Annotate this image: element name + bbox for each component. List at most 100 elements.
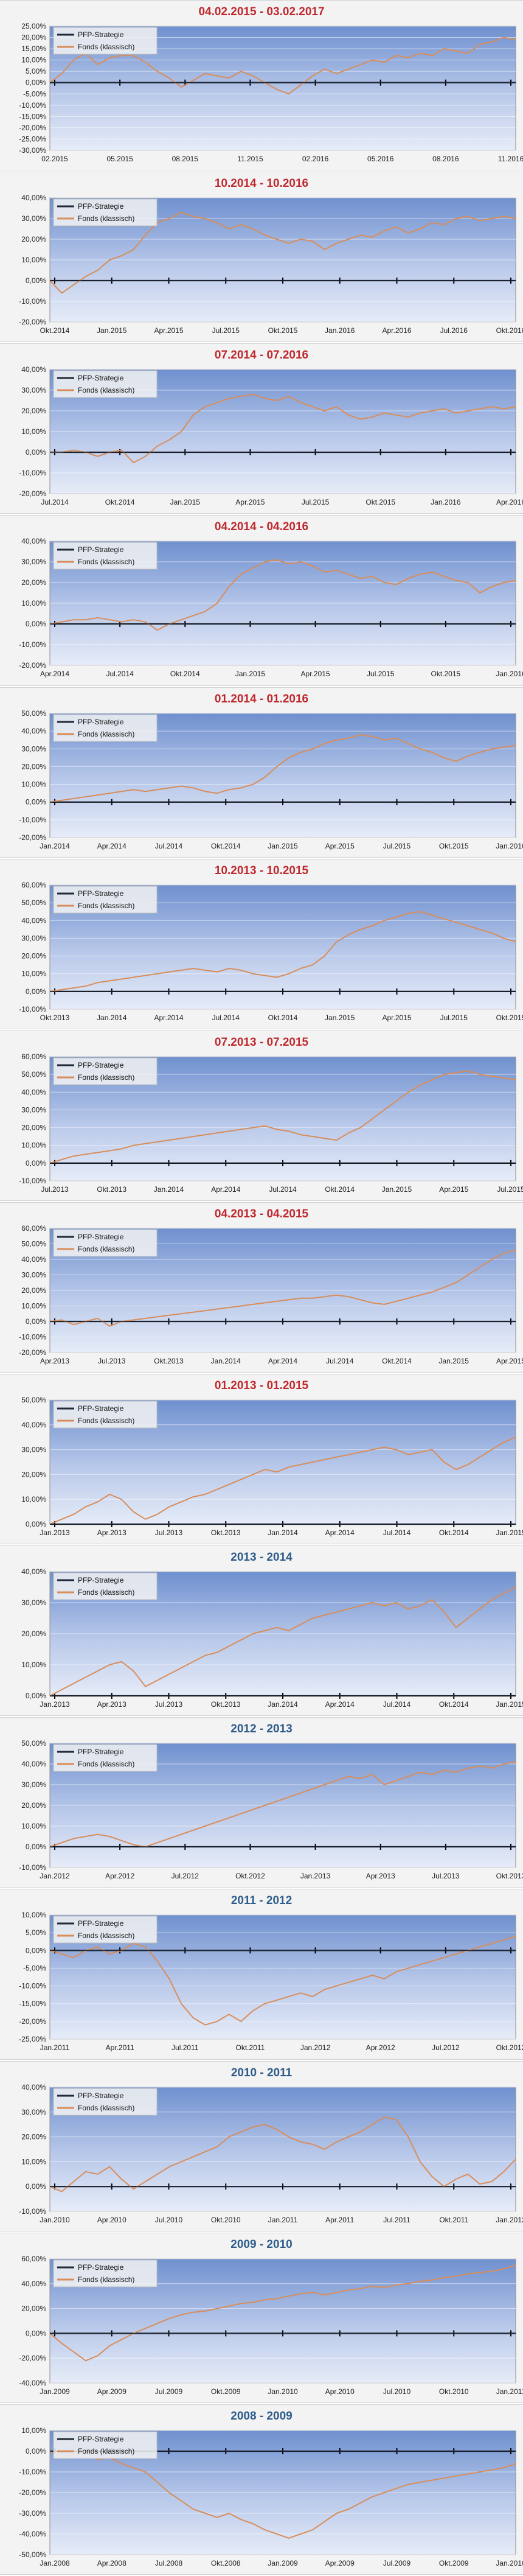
legend-box bbox=[53, 2088, 158, 2116]
series-line-fonds bbox=[49, 1586, 516, 1697]
y-tick-label: -10,00% bbox=[19, 2468, 46, 2476]
legend-box bbox=[53, 370, 158, 398]
x-tick-label: Okt.2015 bbox=[431, 670, 461, 678]
x-tick-label: Apr.2014 bbox=[154, 1013, 183, 1022]
y-tick-label: -20,00% bbox=[19, 2354, 46, 2362]
x-tick-label: Jan.2011 bbox=[496, 2387, 523, 2396]
x-tick-label: Okt.2012 bbox=[496, 2043, 523, 2052]
x-tick-label: Apr.2014 bbox=[325, 1700, 355, 1709]
x-tick-label: Okt.2013 bbox=[154, 1357, 184, 1365]
y-tick-label: 5,00% bbox=[26, 1929, 46, 1937]
x-tick-label: Okt.2010 bbox=[439, 2387, 469, 2396]
legend-pfp-label: PFP-Strategie bbox=[78, 30, 124, 39]
x-tick-label: Apr.2015 bbox=[382, 1013, 411, 1022]
chart-svg: 07.2014 - 07.2016 40,00% 30,00% 20,00% 10,00… bbox=[19, 349, 523, 506]
x-tick-label: Apr.2013 bbox=[366, 1872, 395, 1880]
y-tick-label: 50,00% bbox=[21, 709, 46, 718]
x-tick-label: Okt.2014 bbox=[105, 498, 135, 506]
y-tick-label: 30,00% bbox=[21, 744, 46, 753]
chart-title: 04.02.2015 - 03.02.2017 bbox=[198, 5, 324, 18]
x-tick-label: Apr.2008 bbox=[97, 2559, 126, 2567]
x-tick-label: Okt.2013 bbox=[211, 1700, 241, 1709]
legend-fonds-label: Fonds (klassisch) bbox=[78, 1245, 134, 1253]
chart-svg: 04.2013 - 04.2015 60,00% 50,00% 40,00% 30,00… bbox=[19, 1208, 523, 1365]
y-tick-label: 0,00% bbox=[26, 2329, 46, 2337]
x-tick-label: Jan.2016 bbox=[325, 326, 355, 335]
y-tick-label: -20,00% bbox=[19, 489, 46, 498]
x-tick-label: Apr.2014 bbox=[268, 1357, 297, 1365]
legend-fonds-label: Fonds (klassisch) bbox=[78, 730, 134, 738]
y-tick-label: 40,00% bbox=[21, 727, 46, 735]
chart-title: 2010 - 2011 bbox=[231, 2067, 293, 2079]
x-tick-label: Jul.2013 bbox=[98, 1357, 126, 1365]
y-tick-label: -50,00% bbox=[19, 2550, 46, 2559]
y-tick-label: -15,00% bbox=[19, 112, 46, 121]
y-tick-label: 30,00% bbox=[21, 386, 46, 394]
y-tick-label: 30,00% bbox=[21, 1598, 46, 1607]
x-tick-label: Jan.2013 bbox=[40, 1700, 70, 1709]
x-tick-label: Okt.2014 bbox=[170, 670, 200, 678]
x-tick-label: Jul.2014 bbox=[326, 1357, 354, 1365]
chart-svg: 10.2014 - 10.2016 40,00% 30,00% 20,00% 10,00… bbox=[19, 177, 523, 335]
legend-fonds-label: Fonds (klassisch) bbox=[78, 386, 134, 394]
x-tick-label: Okt.2011 bbox=[439, 2216, 468, 2224]
y-tick-label: 10,00% bbox=[21, 599, 46, 607]
x-tick-label: Apr.2015 bbox=[301, 670, 330, 678]
x-tick-label: Jan.2014 bbox=[40, 842, 70, 850]
y-tick-label: -10,00% bbox=[19, 469, 46, 477]
y-tick-label: 10,00% bbox=[21, 969, 46, 978]
chart-svg: 04.02.2015 - 03.02.2017 25,00% 20,00% 15,00… bbox=[19, 5, 523, 163]
y-tick-label: 50,00% bbox=[21, 898, 46, 907]
y-tick-label: 20,00% bbox=[21, 1470, 46, 1479]
y-tick-label: -30,00% bbox=[19, 146, 46, 155]
x-tick-label: Apr.2013 bbox=[97, 1528, 126, 1537]
x-tick-label: Apr.2015 bbox=[325, 842, 355, 850]
x-tick-label: Jan.2012 bbox=[496, 2216, 523, 2224]
chart-card: 07.2013 - 07.2015 60,00% 50,00% 40,00% 30,00… bbox=[0, 1030, 523, 1201]
legend-box bbox=[53, 198, 158, 226]
chart-title: 04.2014 - 04.2016 bbox=[215, 520, 308, 533]
y-tick-label: -10,00% bbox=[19, 1177, 46, 1185]
x-tick-label: Jan.2015 bbox=[325, 1013, 355, 1022]
legend-fonds-label: Fonds (klassisch) bbox=[78, 1588, 134, 1597]
legend-fonds-label: Fonds (klassisch) bbox=[78, 2104, 134, 2112]
y-tick-label: 0,00% bbox=[26, 1520, 46, 1528]
x-tick-label: Apr.2011 bbox=[325, 2216, 354, 2224]
y-tick-label: 0,00% bbox=[26, 276, 46, 285]
y-tick-label: 20,00% bbox=[21, 762, 46, 771]
x-tick-label: Jan.2015 bbox=[382, 1185, 412, 1194]
x-tick-label: Jan.2014 bbox=[97, 1013, 127, 1022]
x-tick-label: Jul.2010 bbox=[155, 2216, 183, 2224]
series-line-fonds bbox=[49, 1249, 516, 1327]
x-tick-label: Okt.2010 bbox=[211, 2216, 241, 2224]
legend-fonds-label: Fonds (klassisch) bbox=[78, 1931, 134, 1940]
x-tick-label: Jan.2008 bbox=[40, 2559, 70, 2567]
x-tick-label: Jan.2015 bbox=[170, 498, 201, 506]
y-tick-label: 30,00% bbox=[21, 1105, 46, 1114]
legend-fonds-label: Fonds (klassisch) bbox=[78, 1760, 134, 1768]
x-tick-label: Apr.2014 bbox=[40, 670, 69, 678]
y-tick-label: 0,00% bbox=[26, 1947, 46, 1955]
x-tick-label: Jul.2015 bbox=[212, 326, 240, 335]
chart-title: 2011 - 2012 bbox=[231, 1894, 292, 1907]
x-tick-label: Jan.2011 bbox=[40, 2043, 70, 2052]
legend-pfp-label: PFP-Strategie bbox=[78, 1919, 124, 1928]
legend-box bbox=[53, 1229, 158, 1257]
y-tick-label: 20,00% bbox=[21, 407, 46, 415]
y-tick-label: 10,00% bbox=[21, 56, 46, 65]
x-tick-label: Apr.2013 bbox=[40, 1357, 69, 1365]
series-line-fonds bbox=[49, 211, 516, 294]
x-tick-label: Jan.2010 bbox=[496, 2559, 523, 2567]
y-tick-label: 30,00% bbox=[21, 1446, 46, 1454]
x-tick-label: Jul.2014 bbox=[269, 1185, 297, 1194]
series-line-fonds bbox=[49, 2450, 516, 2539]
y-tick-label: 0,00% bbox=[26, 1843, 46, 1851]
legend-pfp-label: PFP-Strategie bbox=[78, 1061, 124, 1069]
chart-card: 2009 - 2010 60,00% 40,00% 20,00% 0,00% -20,00… bbox=[0, 2232, 523, 2403]
y-tick-label: 40,00% bbox=[21, 1088, 46, 1096]
x-tick-label: Apr.2009 bbox=[325, 2559, 355, 2567]
y-tick-label: -20,00% bbox=[19, 2017, 46, 2026]
y-tick-label: 0,00% bbox=[26, 2182, 46, 2191]
y-tick-label: 40,00% bbox=[21, 1421, 46, 1429]
